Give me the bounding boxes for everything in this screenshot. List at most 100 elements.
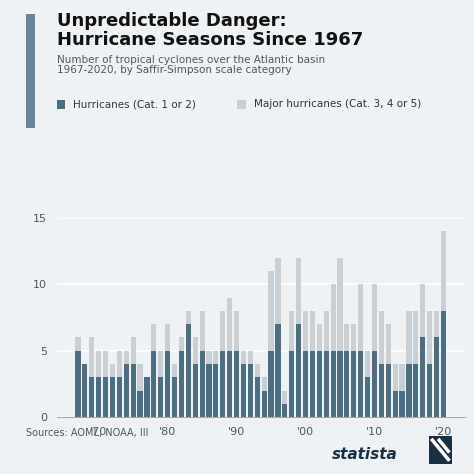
Bar: [406, 364, 411, 417]
Bar: [96, 377, 101, 417]
Bar: [392, 364, 398, 391]
Bar: [172, 364, 177, 377]
Bar: [289, 311, 294, 351]
Bar: [137, 391, 143, 417]
Bar: [344, 324, 349, 351]
Text: Sources: AOML, NOAA, III: Sources: AOML, NOAA, III: [26, 428, 148, 438]
Text: Number of tropical cyclones over the Atlantic basin: Number of tropical cyclones over the Atl…: [57, 55, 325, 64]
Bar: [282, 404, 287, 417]
Bar: [130, 337, 136, 364]
Bar: [213, 351, 219, 364]
Bar: [427, 311, 432, 364]
Bar: [330, 351, 336, 417]
Bar: [324, 351, 329, 417]
Bar: [227, 298, 232, 351]
Bar: [296, 324, 301, 417]
Bar: [420, 284, 425, 337]
Bar: [206, 351, 211, 364]
Bar: [96, 351, 101, 377]
Bar: [158, 351, 164, 377]
Bar: [103, 377, 108, 417]
Bar: [296, 258, 301, 324]
Bar: [117, 351, 122, 377]
Bar: [441, 311, 446, 417]
Bar: [275, 258, 281, 324]
Bar: [158, 377, 164, 417]
Bar: [365, 351, 370, 377]
Bar: [400, 391, 405, 417]
Bar: [351, 324, 356, 351]
Bar: [275, 324, 281, 417]
Bar: [392, 391, 398, 417]
Bar: [206, 364, 211, 417]
Bar: [110, 377, 115, 417]
Bar: [330, 284, 336, 351]
Bar: [200, 351, 205, 417]
Bar: [303, 351, 308, 417]
Bar: [351, 351, 356, 417]
Bar: [234, 351, 239, 417]
Bar: [379, 311, 384, 364]
Bar: [255, 377, 260, 417]
Bar: [268, 351, 273, 417]
Bar: [317, 351, 322, 417]
Bar: [358, 351, 363, 417]
Bar: [213, 364, 219, 417]
Bar: [289, 351, 294, 417]
Bar: [317, 324, 322, 351]
Bar: [400, 364, 405, 391]
Bar: [413, 364, 419, 417]
Bar: [151, 351, 156, 417]
Bar: [358, 284, 363, 351]
Bar: [441, 231, 446, 311]
Bar: [192, 337, 198, 364]
Bar: [344, 351, 349, 417]
Bar: [124, 351, 129, 364]
Bar: [365, 377, 370, 417]
Bar: [303, 311, 308, 351]
Text: Hurricane Seasons Since 1967: Hurricane Seasons Since 1967: [57, 31, 363, 49]
Bar: [130, 364, 136, 417]
Bar: [413, 311, 419, 364]
Text: statista: statista: [332, 447, 398, 462]
Bar: [220, 311, 225, 351]
Bar: [310, 311, 315, 351]
Bar: [324, 311, 329, 351]
Bar: [103, 351, 108, 377]
Bar: [268, 271, 273, 351]
Bar: [337, 351, 343, 417]
Bar: [248, 364, 253, 417]
Bar: [82, 364, 88, 417]
Text: 1967-2020, by Saffir-Simpson scale category: 1967-2020, by Saffir-Simpson scale categ…: [57, 65, 292, 75]
Bar: [282, 391, 287, 404]
Bar: [200, 311, 205, 351]
Bar: [165, 351, 170, 417]
Text: Major hurricanes (Cat. 3, 4 or 5): Major hurricanes (Cat. 3, 4 or 5): [254, 99, 421, 109]
Bar: [434, 311, 439, 337]
Bar: [137, 364, 143, 391]
Bar: [186, 324, 191, 417]
Bar: [427, 364, 432, 417]
Bar: [145, 377, 149, 417]
Bar: [386, 364, 391, 417]
Bar: [165, 324, 170, 351]
Text: Hurricanes (Cat. 1 or 2): Hurricanes (Cat. 1 or 2): [73, 99, 196, 109]
Bar: [420, 337, 425, 417]
Bar: [179, 337, 184, 351]
Text: Unpredictable Danger:: Unpredictable Danger:: [57, 12, 286, 30]
Bar: [406, 311, 411, 364]
Bar: [434, 337, 439, 417]
Bar: [117, 377, 122, 417]
Bar: [337, 258, 343, 351]
Bar: [89, 377, 94, 417]
Bar: [75, 351, 81, 417]
Bar: [372, 351, 377, 417]
Bar: [75, 337, 81, 351]
Bar: [386, 324, 391, 364]
Bar: [248, 351, 253, 364]
Bar: [262, 377, 267, 391]
Bar: [372, 284, 377, 351]
Bar: [172, 377, 177, 417]
Bar: [220, 351, 225, 417]
Bar: [234, 311, 239, 351]
